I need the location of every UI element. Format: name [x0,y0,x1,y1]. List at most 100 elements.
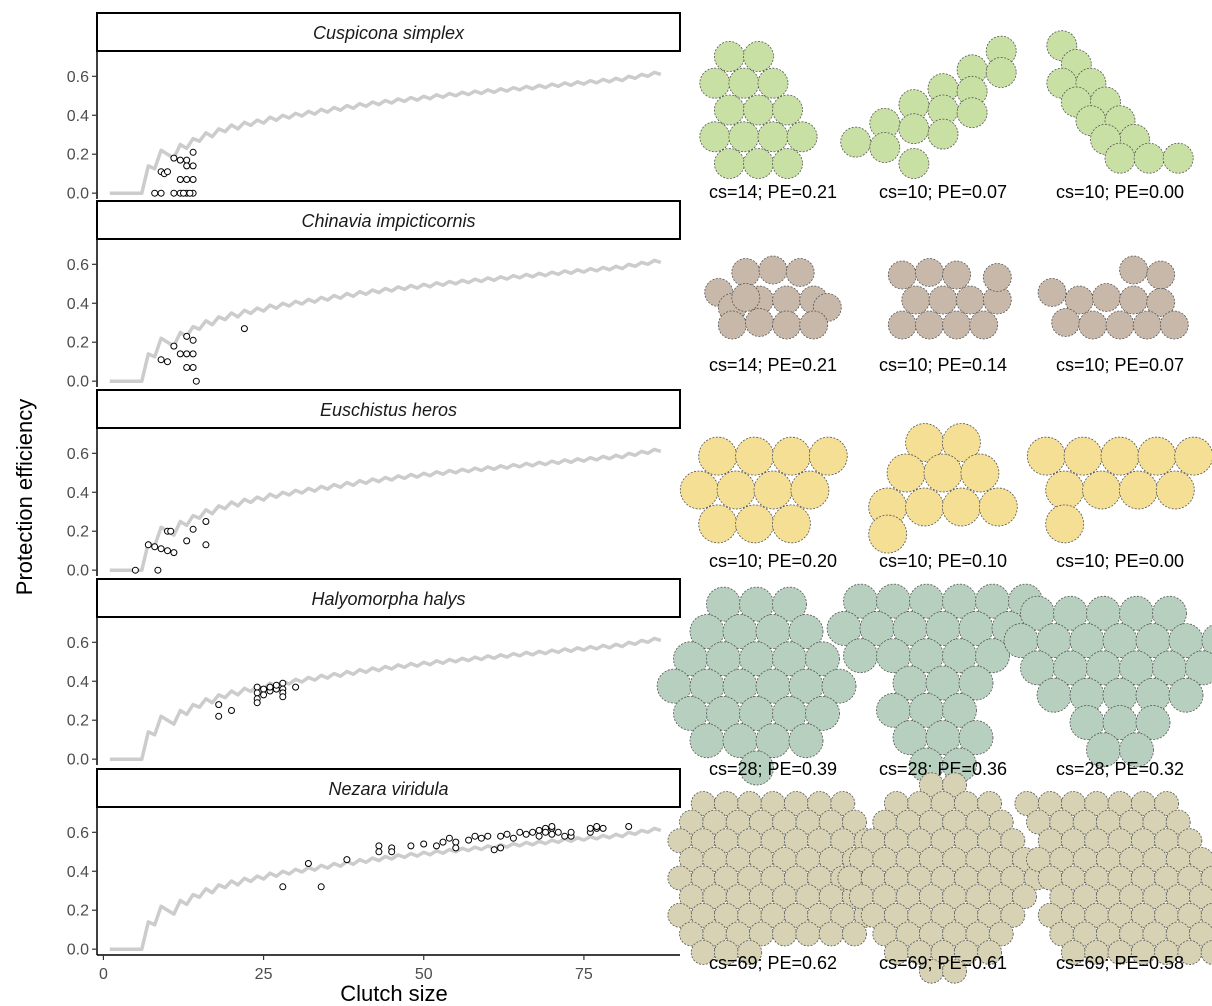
data-point [183,350,191,358]
y-tick-label: 0.0 [67,374,89,391]
data-point [445,834,453,842]
egg [731,258,761,287]
facet-panel: Halyomorpha halys 0.0 0.2 0.4 0.6 [67,578,681,769]
egg [842,809,867,835]
x-axis: 0 25 50 75 [99,955,593,983]
egg [699,121,731,153]
egg [988,809,1014,835]
egg-clutch-diagram [1037,255,1189,340]
facet-panel: Cuspicona simplex 0.0 0.2 0.4 0.6 [67,12,681,203]
egg [942,487,981,527]
data-point [189,148,197,156]
clutch-caption: cs=69; PE=0.58 [1056,953,1184,973]
egg [956,97,988,129]
data-point [253,683,261,691]
egg [1189,884,1212,909]
data-point [131,566,139,574]
y-tick-label: 0.2 [67,524,89,541]
clutch-caption: cs=10; PE=0.07 [1056,355,1184,375]
egg [988,921,1014,947]
y-axis-title: Protection efficiency [12,399,37,595]
egg [716,470,756,510]
clutch-diagrams: cs=14; PE=0.21 cs=10; PE=0.07 cs=10; PE=0.… [656,30,1212,984]
data-point [202,518,210,525]
facet-strip [96,578,681,618]
data-point [279,693,287,701]
egg [788,614,824,649]
data-point [176,176,184,183]
data-point [292,683,300,691]
egg [942,958,967,984]
facet-panel: Euschistus heros 0.0 0.2 0.4 0.6 [67,389,681,580]
egg [830,791,856,816]
facet-strip-label: Nezara viridula [328,779,448,799]
facet-strip [96,768,681,808]
data-point [189,350,197,358]
egg [772,921,797,947]
facet-panel: Chinavia impicticornis 0.0 0.2 0.4 0.6 [67,200,681,391]
clutch-caption: cs=10; PE=0.00 [1056,551,1184,571]
egg [743,41,774,72]
egg [840,126,872,158]
clutch-caption: cs=28; PE=0.39 [709,759,837,779]
egg [942,423,981,462]
data-point [170,189,178,197]
egg [956,75,988,107]
egg [1092,283,1121,312]
y-tick-label: 0.0 [67,942,89,959]
egg-clutch-diagram [679,436,848,544]
egg [1026,436,1066,476]
egg [1045,504,1085,544]
egg [1037,278,1067,307]
egg [1104,142,1136,174]
egg [1189,921,1212,947]
egg [1201,624,1212,657]
data-point [253,689,261,697]
egg [714,94,745,126]
egg [743,94,774,126]
egg-clutch-diagram [887,258,1012,340]
egg [975,638,1010,674]
data-point [490,846,498,854]
data-point [151,543,159,551]
egg [923,453,963,493]
egg [1000,902,1026,928]
x-axis-title: Clutch size [340,981,448,1006]
egg [772,586,807,622]
data-point [183,176,191,183]
egg [698,504,738,544]
y-tick-label: 0.4 [67,485,89,502]
egg [772,94,803,126]
egg-clutch-diagram [868,423,1018,554]
data-point [144,541,152,549]
egg [728,67,760,99]
egg [969,310,999,340]
data-point [439,838,447,846]
egg [714,148,745,179]
data-point [599,824,607,832]
egg [915,310,944,340]
egg [753,470,793,510]
egg [898,89,930,120]
egg [735,504,774,544]
egg [1119,470,1158,510]
data-point [586,824,594,832]
data-point [164,358,171,366]
egg [772,285,801,315]
clutch-caption: cs=10; PE=0.00 [1056,182,1184,202]
egg [1146,288,1176,317]
data-point [535,826,543,834]
x-tick-label: 0 [99,966,108,983]
data-point [317,883,325,891]
egg [679,470,719,510]
x-tick-label: 50 [415,966,433,983]
egg [1159,310,1189,340]
data-point [593,823,601,830]
data-point [452,844,460,852]
egg [978,487,1018,527]
data-point [170,342,178,350]
egg [1132,310,1162,340]
egg [869,132,901,163]
